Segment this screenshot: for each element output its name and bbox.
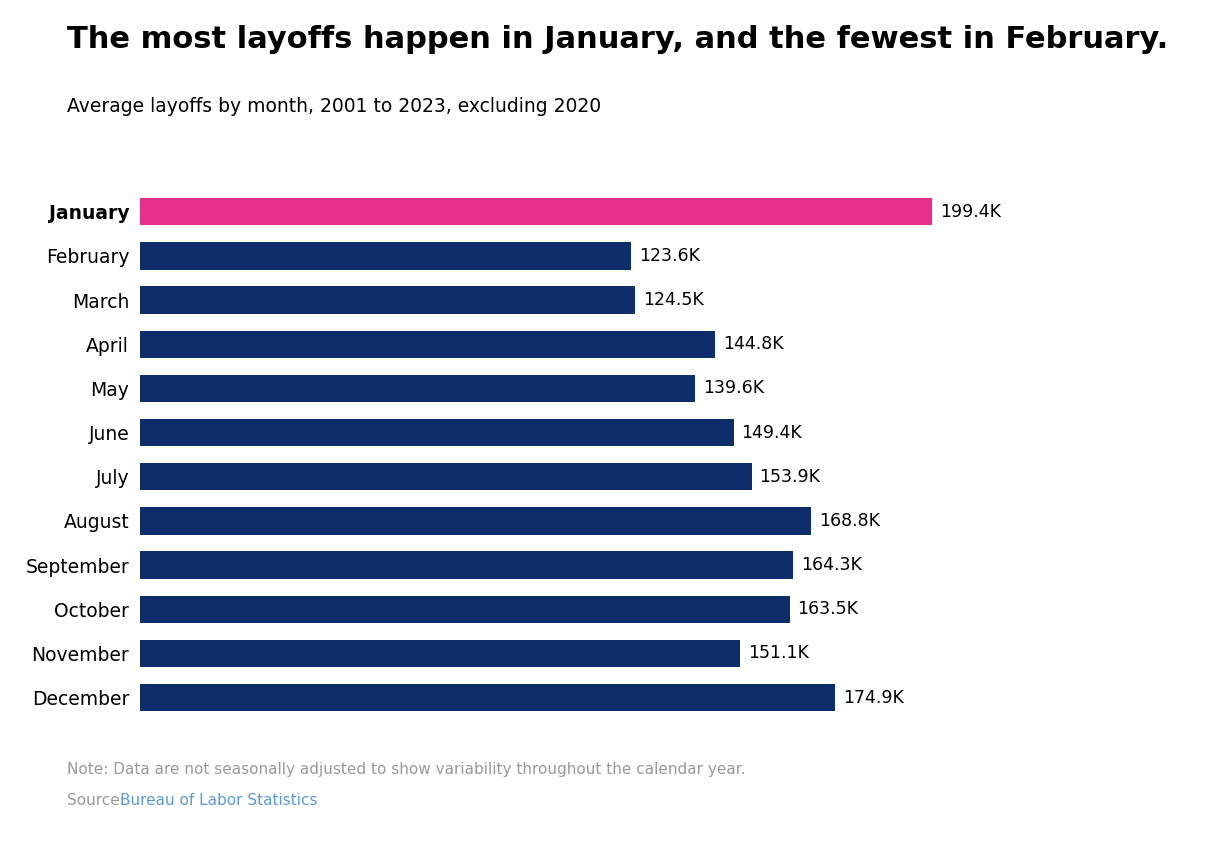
Text: 153.9K: 153.9K	[760, 468, 821, 486]
Text: 124.5K: 124.5K	[643, 291, 704, 309]
Text: 151.1K: 151.1K	[748, 644, 809, 663]
Text: Average layoffs by month, 2001 to 2023, excluding 2020: Average layoffs by month, 2001 to 2023, …	[67, 97, 601, 116]
Bar	[140, 375, 694, 402]
Text: Note: Data are not seasonally adjusted to show variability throughout the calend: Note: Data are not seasonally adjusted t…	[67, 762, 745, 777]
Bar	[140, 595, 789, 623]
Text: 123.6K: 123.6K	[639, 247, 700, 265]
Text: 139.6K: 139.6K	[703, 380, 764, 397]
Text: 149.4K: 149.4K	[742, 424, 803, 441]
Bar	[140, 419, 733, 446]
Text: Bureau of Labor Statistics: Bureau of Labor Statistics	[120, 793, 317, 808]
Text: Source:: Source:	[67, 793, 129, 808]
Bar	[140, 463, 752, 490]
Bar	[140, 242, 631, 269]
Bar	[140, 286, 634, 314]
Bar	[140, 640, 741, 667]
Text: 144.8K: 144.8K	[723, 335, 784, 354]
Bar	[140, 507, 810, 535]
Text: 199.4K: 199.4K	[941, 203, 1002, 221]
Text: 164.3K: 164.3K	[800, 556, 861, 574]
Bar	[140, 552, 793, 578]
Text: 174.9K: 174.9K	[843, 689, 904, 706]
Bar	[140, 198, 932, 226]
Text: 168.8K: 168.8K	[819, 512, 880, 530]
Bar	[140, 331, 715, 358]
Text: 163.5K: 163.5K	[798, 600, 859, 618]
Bar	[140, 684, 834, 711]
Text: The most layoffs happen in January, and the fewest in February.: The most layoffs happen in January, and …	[67, 25, 1169, 54]
